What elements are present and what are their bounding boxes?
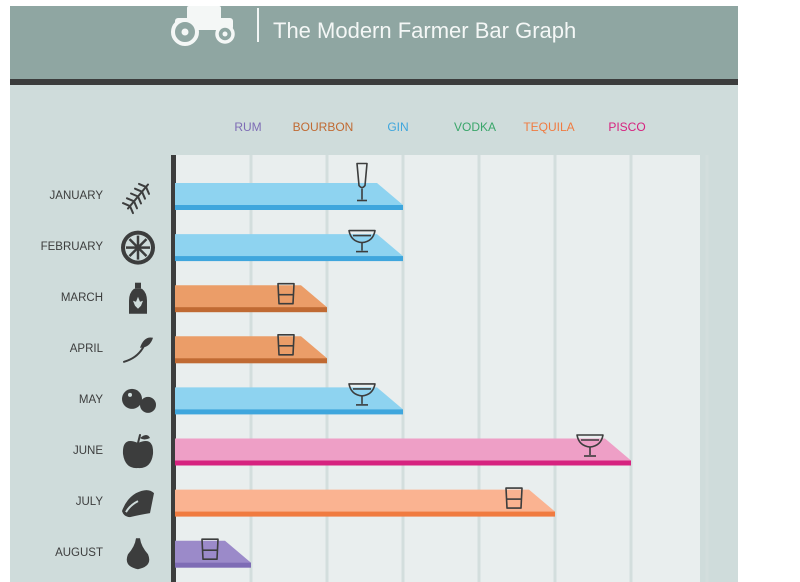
rocks-glass-icon: [277, 282, 295, 305]
header-banner: The Modern Farmer Bar Graph: [10, 6, 738, 79]
month-label-may: MAY: [78, 393, 103, 406]
bar-january: [175, 183, 403, 210]
y-axis-line: [171, 155, 176, 582]
legend-item-rum: RUM: [234, 120, 262, 134]
page-top-edge: [0, 0, 800, 8]
infographic-panel: The Modern Farmer Bar Graph RUM BOURBON GI…: [10, 6, 738, 582]
flute-glass-icon: [356, 162, 368, 202]
header-rule: [10, 79, 738, 85]
month-label-july: JULY: [75, 496, 103, 509]
legend-item-pisco: PISCO: [608, 120, 646, 134]
rocks-glass-icon: [201, 538, 219, 560]
month-label-august: AUGUST: [55, 547, 103, 560]
bar-base-march: [175, 307, 327, 313]
maple-syrup-icon: [129, 282, 147, 314]
grid-line: [705, 155, 709, 582]
bar-february: [175, 234, 403, 262]
bar-august: [175, 540, 251, 568]
bar-may: [175, 387, 403, 415]
bar-base-july: [175, 511, 555, 517]
bar-june: [175, 438, 631, 466]
bar-base-may: [175, 409, 403, 415]
coupe-glass-icon: [576, 434, 604, 457]
rocks-glass-icon: [277, 334, 295, 356]
grid-line: [249, 155, 253, 582]
month-label-april: APRIL: [69, 342, 103, 355]
bar-base-january: [175, 205, 403, 210]
bar-base-february: [175, 256, 403, 262]
coupe-glass-icon: [348, 383, 376, 406]
grid-line: [629, 155, 633, 582]
grid-line: [401, 155, 405, 582]
bar-base-august: [175, 562, 251, 568]
legend-item-bourbon: BOURBON: [292, 120, 354, 134]
bar-march: [175, 285, 327, 313]
apple-icon: [122, 434, 154, 469]
grid-line: [553, 155, 557, 582]
citrus-slice-icon: [121, 230, 155, 265]
bar-base-june: [175, 460, 631, 466]
grid-line: [477, 155, 481, 582]
chart-subtitle: The Modern Farmer Bar Graph: [273, 18, 577, 43]
bar-april: [175, 336, 327, 364]
herb-icon: [122, 182, 150, 215]
logo-divider: [257, 8, 259, 42]
month-label-march: MARCH: [60, 291, 103, 304]
berries-icon: [122, 388, 156, 413]
legend-item-gin: GIN: [387, 120, 409, 134]
plot-area: [175, 155, 700, 582]
bar-july: [175, 489, 555, 517]
bar-chart: [121, 155, 709, 582]
month-label-june: JUNE: [72, 445, 103, 457]
month-label-february: FEBRUARY: [40, 240, 103, 253]
leaf-sprig-icon: [123, 337, 153, 363]
ham-icon: [122, 490, 154, 518]
rocks-glass-icon: [505, 487, 523, 509]
grid-line: [325, 155, 329, 582]
month-label-january: JANUARY: [49, 189, 103, 202]
fig-icon: [126, 538, 150, 570]
tractor-logo-icon: [171, 6, 235, 46]
legend-item-vodka: VODKA: [453, 120, 497, 134]
legend-item-tequila: TEQUILA: [523, 120, 575, 134]
coupe-glass-icon: [348, 229, 376, 253]
bar-base-april: [175, 358, 327, 364]
